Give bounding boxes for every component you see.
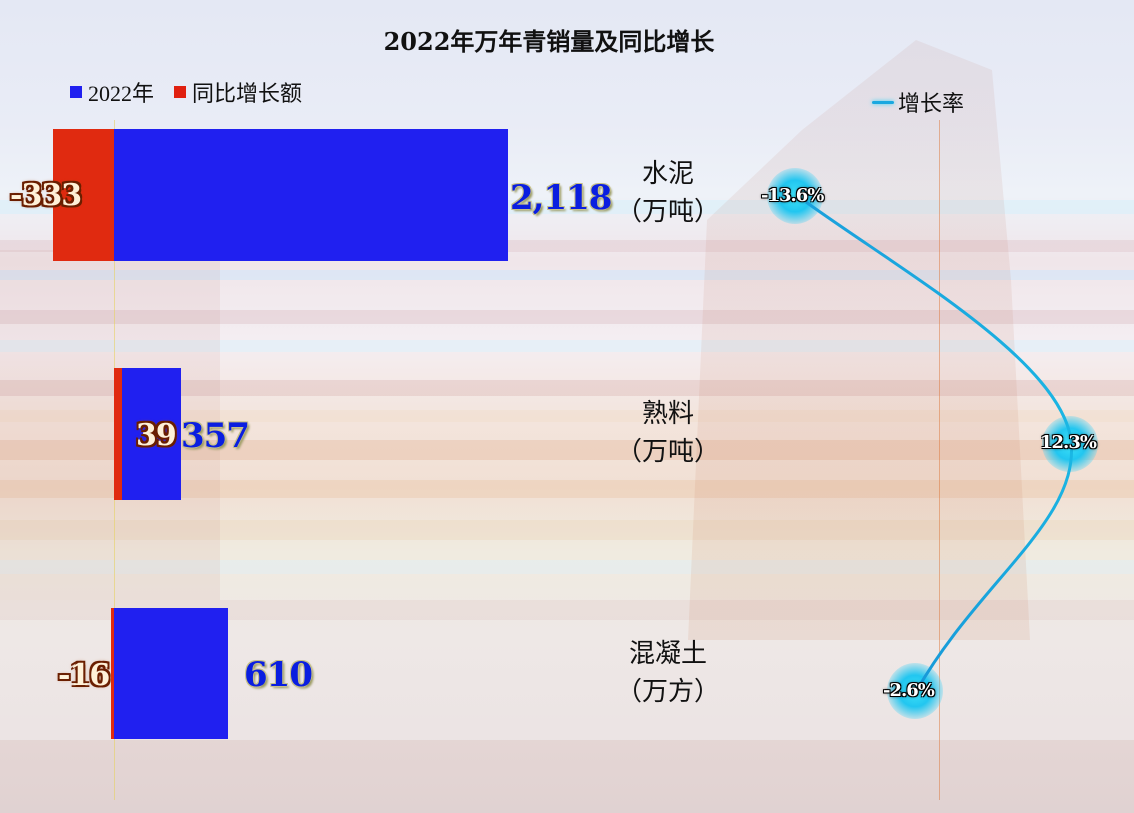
sales-label-cement: 2,118 [510,178,612,218]
bar-sales-clinker [122,368,181,500]
chart-title: 2022年万年青销量及同比增长 [383,27,715,56]
bar-change-clinker [114,368,122,500]
change-label-cement: -333 [10,178,82,213]
category-unit: （万吨） [615,197,720,227]
change-label-concrete: -16 [58,658,110,693]
rate-label-clinker: 12.3% [1040,432,1097,453]
bar-sales-cement [114,129,508,261]
legend-line-swatch-icon [872,100,894,104]
bar-sales-concrete [114,608,228,739]
legend-line: 增长率 [872,86,964,118]
category-unit: （万吨） [615,437,720,467]
category-name: 混凝土 [628,639,707,669]
legend-label: 同比增长额 [192,81,303,106]
legend-item-change: 同比增长额 [174,76,302,108]
bar-change-cement [53,129,114,261]
change-label-clinker: 39 [136,418,177,453]
bar-change-concrete [111,608,114,739]
legend-label: 增长率 [898,91,965,116]
category-label-cement: 水泥 （万吨） [598,155,738,231]
sales-label-clinker: 357 [181,416,250,456]
legend: 2022年 同比增长额 [70,76,302,108]
sales-label-concrete: 610 [244,655,313,695]
background-structure [0,250,220,600]
legend-swatch-red-icon [174,86,187,98]
category-name: 熟料 [641,399,694,429]
rate-label-concrete: -2.6% [883,680,935,701]
rate-label-cement: -13.6% [761,185,824,206]
category-unit: （万方） [615,677,720,707]
category-label-concrete: 混凝土 （万方） [598,635,738,711]
background-band [0,740,1134,813]
category-label-clinker: 熟料 （万吨） [598,395,738,471]
background-structure [688,40,1030,640]
legend-swatch-blue-icon [70,86,82,98]
background-band [0,270,1134,280]
legend-label: 2022年 [88,81,155,106]
legend-item-2022: 2022年 [70,76,154,108]
category-name: 水泥 [641,159,694,189]
